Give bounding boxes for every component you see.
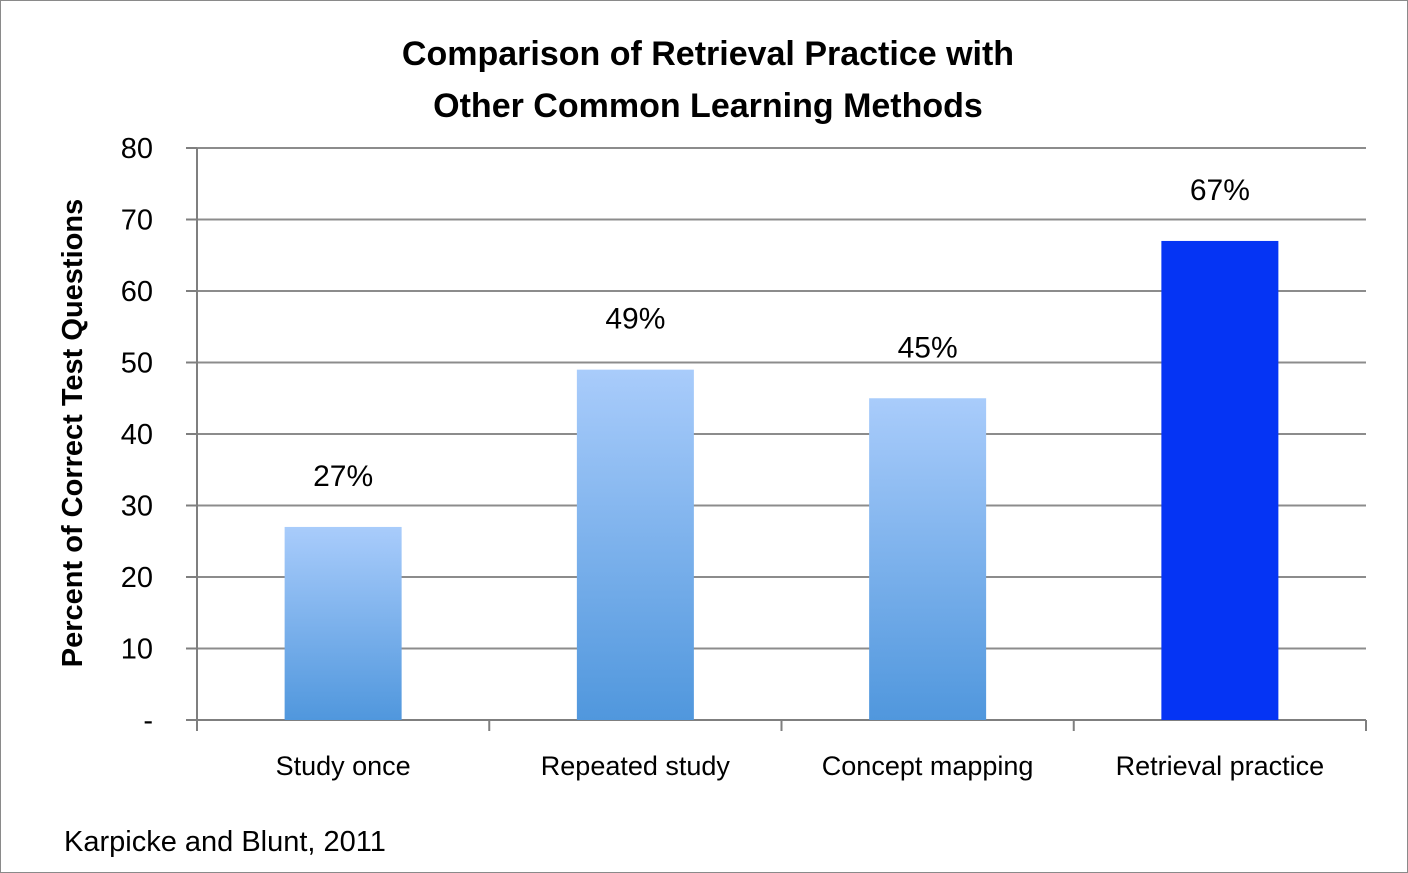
data-label-concept-mapping: 45% bbox=[898, 331, 958, 364]
bar-study-once bbox=[284, 526, 402, 720]
bar-concept-mapping bbox=[869, 398, 987, 720]
category-label-study-once: Study once bbox=[276, 751, 411, 781]
y-tick-label-80: 80 bbox=[121, 133, 153, 165]
bars bbox=[284, 240, 1279, 720]
y-tick-label-10: 10 bbox=[121, 634, 153, 666]
chart-title-line-2: Other Common Learning Methods bbox=[433, 87, 983, 125]
source-note: Karpicke and Blunt, 2011 bbox=[64, 826, 386, 858]
bar-repeated-study bbox=[576, 369, 694, 720]
data-label-repeated-study: 49% bbox=[605, 303, 665, 336]
y-tick-label-70: 70 bbox=[121, 205, 153, 237]
labels: - 10 20 30 40 50 60 70 80 27% Study once 49% Repeate… bbox=[121, 133, 1324, 781]
y-tick-label-30: 30 bbox=[121, 491, 153, 523]
bar-retrieval-practice bbox=[1161, 240, 1279, 720]
data-label-study-once: 27% bbox=[313, 460, 373, 493]
y-tick-label-0: - bbox=[143, 705, 153, 737]
y-tick-label-20: 20 bbox=[121, 562, 153, 594]
category-label-repeated-study: Repeated study bbox=[541, 751, 731, 781]
category-label-retrieval-practice: Retrieval practice bbox=[1116, 751, 1325, 781]
chart-title: Comparison of Retrieval Practice with Ot… bbox=[300, 28, 1116, 132]
category-label-concept-mapping: Concept mapping bbox=[822, 751, 1034, 781]
chart-title-line-1: Comparison of Retrieval Practice with bbox=[401, 35, 1015, 73]
y-tick-label-40: 40 bbox=[121, 419, 153, 451]
y-tick-label-60: 60 bbox=[121, 276, 153, 308]
data-label-retrieval-practice: 67% bbox=[1190, 174, 1250, 207]
y-axis-label: Percent of Correct Test Questions bbox=[57, 199, 89, 667]
y-tick-label-50: 50 bbox=[121, 348, 153, 380]
